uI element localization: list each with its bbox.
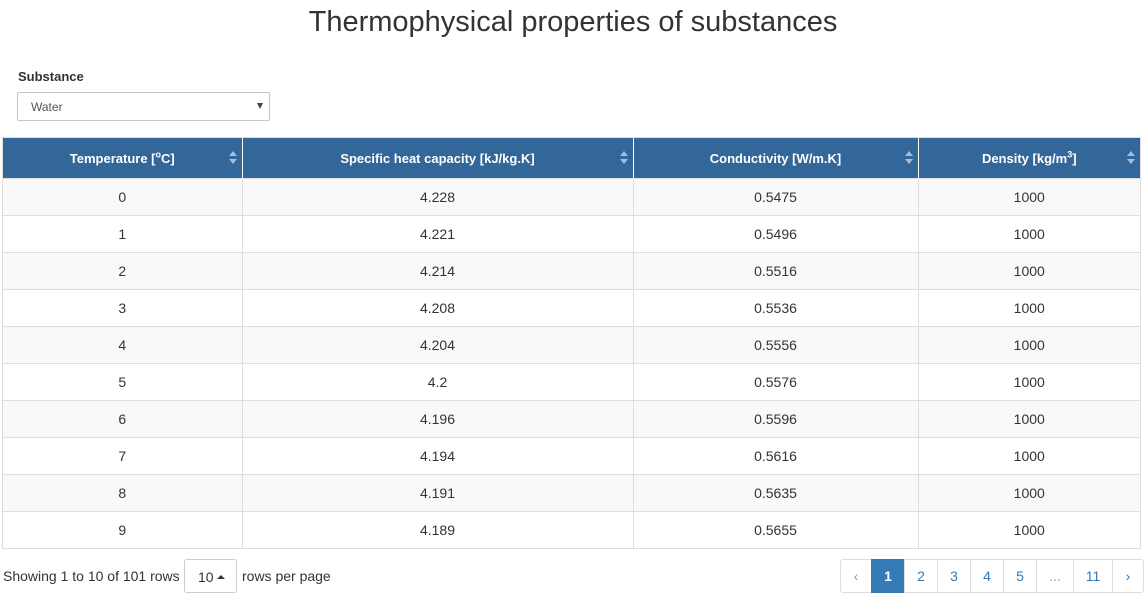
table-cell: 4.228 (242, 178, 634, 216)
table-cell: 4.196 (242, 400, 634, 438)
table-header-row: Temperature [oC] Specific heat capacity … (3, 138, 1140, 179)
pagination-page-4[interactable]: 4 (970, 559, 1004, 593)
table-cell: 0.5556 (633, 326, 919, 364)
sort-icon[interactable] (228, 151, 237, 165)
sort-icon[interactable] (619, 151, 628, 165)
table-cell: 0 (3, 178, 243, 216)
sort-icon[interactable] (1127, 151, 1135, 165)
rows-info-text: Showing 1 to 10 of 101 rows (3, 568, 180, 584)
substance-label: Substance (18, 69, 84, 84)
table-cell: 6 (3, 400, 243, 438)
table-cell: 0.5496 (633, 215, 919, 253)
pagination: ‹ 1 2 3 4 5 ... 11 › (840, 559, 1144, 593)
table-cell: 4.191 (242, 474, 634, 512)
table-cell: 4.214 (242, 252, 634, 290)
table-cell: 1000 (918, 511, 1140, 548)
table-cell: 1000 (918, 252, 1140, 290)
table-cell: 1000 (918, 289, 1140, 327)
table-cell: 4.2 (242, 363, 634, 401)
table-row: 3 4.208 0.5536 1000 (3, 289, 1140, 327)
table-row: 8 4.191 0.5635 1000 (3, 474, 1140, 512)
table-row: 2 4.214 0.5516 1000 (3, 252, 1140, 290)
table-row: 0 4.228 0.5475 1000 (3, 178, 1140, 216)
table-cell: 1000 (918, 215, 1140, 253)
column-header-tail: C] (161, 150, 175, 166)
page-title: Thermophysical properties of substances (308, 6, 838, 38)
pagination-page-11[interactable]: 11 (1073, 559, 1113, 593)
table-cell: 0.5655 (633, 511, 919, 548)
column-header-label: Density [kg/m (981, 150, 1068, 166)
table-cell: 0.5635 (633, 474, 919, 512)
pagination-prev-button[interactable]: ‹ (840, 559, 872, 593)
table-cell: 1000 (918, 400, 1140, 438)
table-cell: 1000 (918, 437, 1140, 475)
table-cell: 1000 (918, 363, 1140, 401)
pagination-page-5[interactable]: 5 (1003, 559, 1037, 593)
table-cell: 4.221 (242, 215, 634, 253)
table-cell: 9 (3, 511, 243, 548)
table-cell: 2 (3, 252, 243, 290)
table-cell: 8 (3, 474, 243, 512)
pagination-page-3[interactable]: 3 (937, 559, 971, 593)
column-header-density[interactable]: Density [kg/m3] (918, 138, 1140, 179)
properties-table: Temperature [oC] Specific heat capacity … (2, 137, 1141, 549)
dropdown-caret-icon (257, 103, 263, 109)
column-header-tail: ] (1072, 150, 1077, 166)
table-cell: 0.5616 (633, 437, 919, 475)
column-header-sup: 3 (1067, 149, 1073, 160)
table-cell: 0.5475 (633, 178, 919, 216)
table-cell: 3 (3, 289, 243, 327)
table-row: 6 4.196 0.5596 1000 (3, 400, 1140, 438)
pagination-ellipsis: ... (1036, 559, 1074, 593)
pagination-next-button[interactable]: › (1112, 559, 1144, 593)
caret-up-icon (217, 575, 225, 579)
table-cell: 1000 (918, 474, 1140, 512)
table-row: 9 4.189 0.5655 1000 (3, 511, 1140, 548)
column-header-conductivity[interactable]: Conductivity [W/m.K] (633, 138, 919, 179)
table-cell: 1000 (918, 178, 1140, 216)
rows-per-page-text: rows per page (242, 568, 331, 584)
table-cell: 4 (3, 326, 243, 364)
column-header-sup: o (155, 149, 162, 160)
table-cell: 5 (3, 363, 243, 401)
column-header-label: Conductivity [W/m.K] (709, 150, 842, 166)
pagination-page-1[interactable]: 1 (871, 559, 905, 593)
table-cell: 0.5516 (633, 252, 919, 290)
table-cell: 0.5596 (633, 400, 919, 438)
column-header-label: Specific heat capacity [kJ/kg.K] (340, 150, 535, 166)
table-cell: 4.194 (242, 437, 634, 475)
pagination-page-2[interactable]: 2 (904, 559, 938, 593)
column-header-temperature[interactable]: Temperature [oC] (3, 138, 243, 179)
table-row: 1 4.221 0.5496 1000 (3, 215, 1140, 253)
table-row: 4 4.204 0.5556 1000 (3, 326, 1140, 364)
column-header-label: Temperature [ (69, 150, 156, 166)
table-cell: 4.189 (242, 511, 634, 548)
page-size-dropdown[interactable]: 10 (184, 559, 237, 593)
table-cell: 4.204 (242, 326, 634, 364)
table-cell: 0.5576 (633, 363, 919, 401)
substance-select[interactable]: Water (17, 92, 270, 121)
table-cell: 0.5536 (633, 289, 919, 327)
column-header-specific-heat[interactable]: Specific heat capacity [kJ/kg.K] (242, 138, 634, 179)
sort-icon[interactable] (904, 151, 913, 165)
table-cell: 1 (3, 215, 243, 253)
page-size-value: 10 (198, 569, 214, 585)
table-cell: 1000 (918, 326, 1140, 364)
substance-select-value: Water (31, 100, 63, 114)
table-cell: 7 (3, 437, 243, 475)
table-row: 7 4.194 0.5616 1000 (3, 437, 1140, 475)
table-row: 5 4.2 0.5576 1000 (3, 363, 1140, 401)
table-cell: 4.208 (242, 289, 634, 327)
